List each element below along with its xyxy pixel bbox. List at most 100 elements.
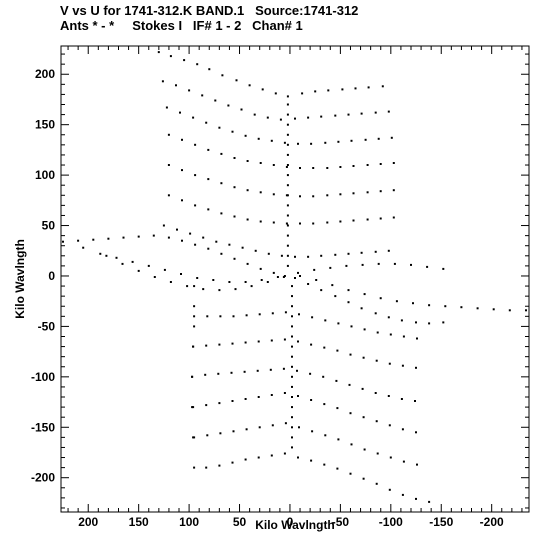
y-tick-label: 100 — [35, 168, 55, 182]
uv-point — [291, 335, 293, 338]
uv-point — [410, 263, 412, 266]
uv-point — [270, 139, 273, 142]
uv-point — [285, 222, 288, 225]
uv-point — [366, 191, 369, 194]
uv-point — [193, 285, 196, 288]
uv-point — [284, 311, 287, 314]
x-tick-label: 150 — [129, 515, 149, 529]
uv-point — [492, 308, 495, 311]
uv-point — [299, 222, 301, 225]
uv-point — [230, 371, 233, 374]
uv-point — [259, 191, 262, 194]
uv-point — [107, 237, 110, 240]
uv-point — [298, 426, 300, 429]
uv-point — [257, 456, 260, 459]
x-tick-label: 50 — [233, 515, 247, 529]
uv-point — [193, 436, 196, 439]
uv-point — [363, 448, 366, 451]
uv-point — [286, 234, 289, 237]
uv-point — [374, 250, 377, 253]
uv-point — [326, 221, 329, 224]
uv-point — [194, 143, 197, 146]
uv-point — [286, 174, 289, 177]
uv-point — [400, 319, 403, 322]
uv-point — [297, 456, 299, 459]
uv-point — [299, 167, 301, 169]
uv-point — [364, 138, 367, 141]
uv-point — [219, 315, 222, 318]
uv-point — [272, 193, 275, 196]
uv-point — [375, 420, 378, 423]
uv-point — [366, 218, 369, 221]
uv-point — [311, 316, 314, 319]
uv-point — [297, 271, 299, 274]
uv-point — [388, 488, 391, 491]
uv-point — [379, 217, 382, 220]
uv-point — [246, 262, 249, 265]
uv-point — [339, 166, 342, 168]
uv-point — [428, 500, 431, 503]
uv-point — [347, 113, 350, 116]
uv-point — [387, 395, 390, 397]
uv-point — [291, 416, 293, 419]
uv-point — [176, 228, 178, 231]
uv-point — [375, 482, 378, 485]
uv-point — [320, 254, 323, 257]
uv-point — [205, 121, 208, 124]
uv-point — [282, 276, 285, 278]
uv-point — [312, 195, 315, 198]
uv-point — [257, 340, 260, 343]
uv-point — [165, 106, 168, 109]
uv-point — [314, 90, 317, 93]
uv-point — [286, 153, 289, 156]
uv-point — [350, 325, 353, 328]
uv-point — [244, 458, 247, 461]
uv-point — [220, 252, 223, 255]
uv-point — [291, 426, 293, 429]
y-tick-label: 50 — [42, 219, 56, 233]
uv-point — [324, 434, 327, 437]
uv-point — [253, 113, 256, 116]
x-tick-label: -50 — [332, 515, 350, 529]
uv-point — [228, 281, 231, 283]
uv-point — [387, 316, 390, 319]
uv-point — [291, 305, 293, 308]
uv-point — [388, 424, 391, 427]
x-tick-label: 200 — [78, 515, 98, 529]
plot-frame — [60, 45, 530, 513]
uv-point — [415, 321, 417, 324]
uv-point — [233, 215, 236, 218]
uv-point — [291, 285, 293, 288]
uv-point — [291, 396, 293, 398]
uv-point — [525, 309, 527, 312]
uv-point — [392, 162, 395, 164]
uv-point — [231, 461, 234, 464]
uv-point — [375, 359, 378, 362]
uv-point — [334, 295, 337, 298]
uv-point — [206, 434, 209, 437]
uv-point — [283, 141, 286, 144]
uv-point — [376, 452, 379, 455]
uv-point — [363, 328, 366, 331]
uv-point — [379, 297, 382, 300]
uv-point — [243, 370, 246, 373]
uv-point — [244, 398, 247, 400]
uv-point — [348, 383, 351, 386]
uv-point — [137, 269, 140, 272]
uv-point — [207, 208, 210, 211]
uv-point — [390, 136, 393, 139]
uv-point — [402, 335, 405, 338]
uv-point — [167, 236, 170, 239]
uv-point — [193, 315, 196, 318]
uv-point — [401, 493, 404, 496]
uv-point — [193, 466, 196, 469]
tick-labels: 200 150 100 50 0 -50 -100 -150 -200 -200 -150 -100 -… — [31, 67, 504, 529]
uv-point — [204, 373, 207, 376]
uv-point — [337, 438, 340, 441]
uv-point — [393, 262, 396, 265]
uv-point — [379, 163, 382, 165]
uv-point — [352, 165, 355, 167]
uv-point — [444, 305, 447, 308]
uv-point — [312, 167, 315, 169]
uv-point — [374, 312, 377, 315]
